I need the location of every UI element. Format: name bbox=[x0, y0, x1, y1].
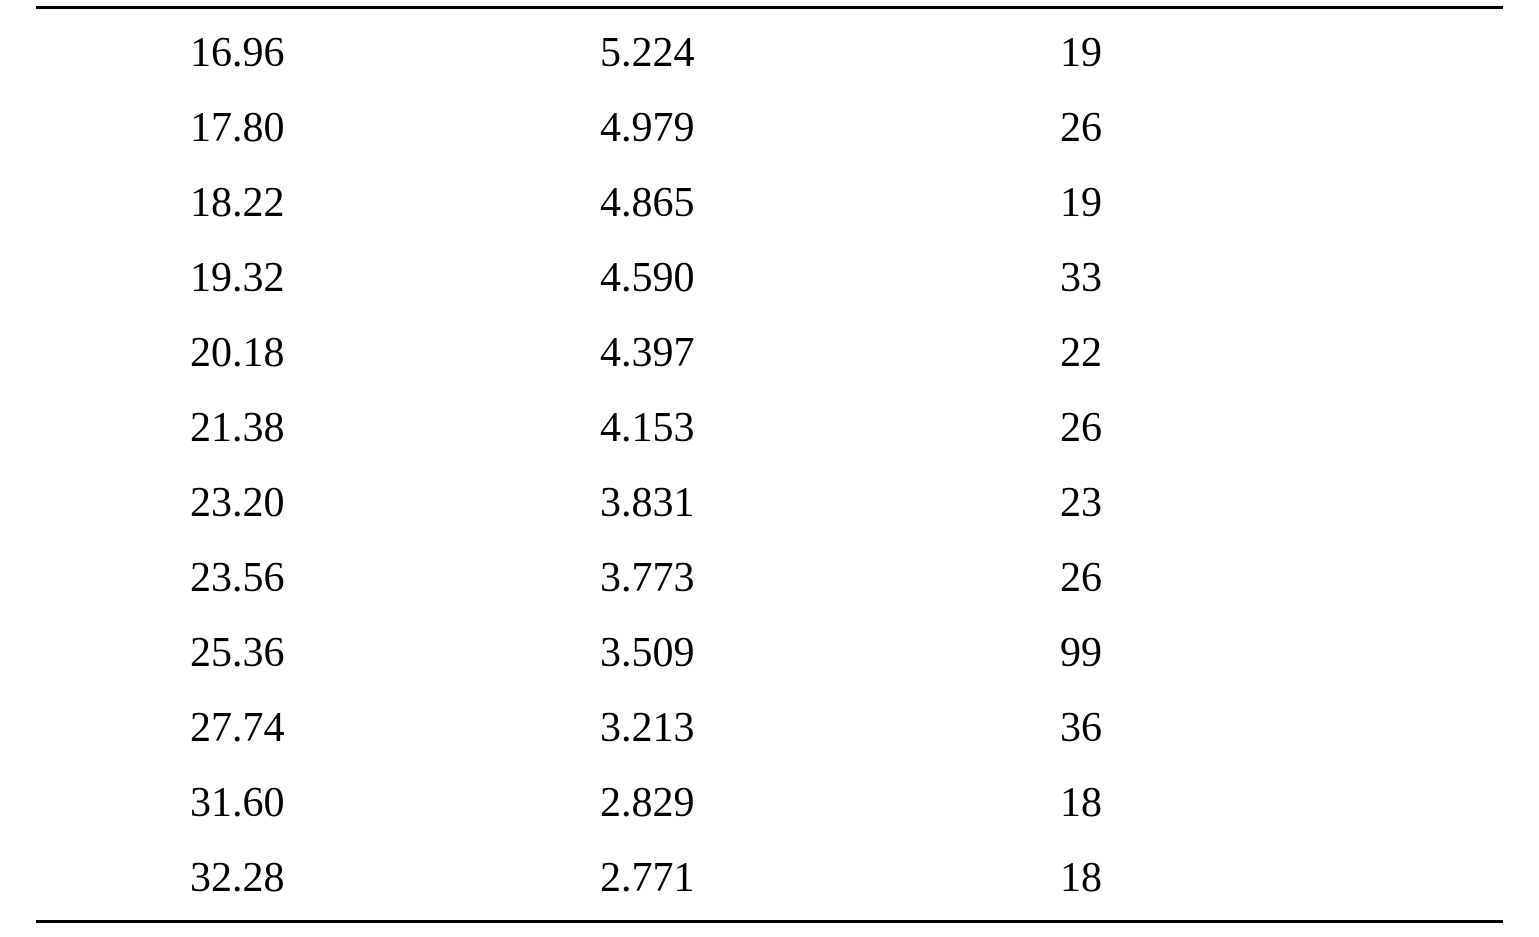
cell-col1: 25.36 bbox=[190, 632, 285, 674]
cell-col1: 27.74 bbox=[190, 707, 285, 749]
table-row: 31.60 2.829 18 bbox=[0, 764, 1539, 839]
cell-col1: 17.80 bbox=[190, 107, 285, 149]
cell-col2: 4.865 bbox=[600, 182, 695, 224]
cell-col1: 31.60 bbox=[190, 782, 285, 824]
cell-col3: 18 bbox=[1060, 857, 1102, 899]
table-bottom-rule bbox=[36, 920, 1503, 923]
table-top-rule bbox=[36, 6, 1503, 9]
cell-col2: 3.773 bbox=[600, 557, 695, 599]
page: 16.96 5.224 19 17.80 4.979 26 18.22 4.86… bbox=[0, 0, 1539, 937]
table-row: 18.22 4.865 19 bbox=[0, 164, 1539, 239]
table-row: 21.38 4.153 26 bbox=[0, 389, 1539, 464]
table-row: 19.32 4.590 33 bbox=[0, 239, 1539, 314]
cell-col3: 19 bbox=[1060, 182, 1102, 224]
cell-col3: 36 bbox=[1060, 707, 1102, 749]
table-row: 23.56 3.773 26 bbox=[0, 539, 1539, 614]
cell-col1: 23.20 bbox=[190, 482, 285, 524]
cell-col2: 4.397 bbox=[600, 332, 695, 374]
cell-col2: 2.829 bbox=[600, 782, 695, 824]
cell-col2: 5.224 bbox=[600, 32, 695, 74]
table-row: 17.80 4.979 26 bbox=[0, 89, 1539, 164]
cell-col1: 20.18 bbox=[190, 332, 285, 374]
cell-col1: 32.28 bbox=[190, 857, 285, 899]
table-body: 16.96 5.224 19 17.80 4.979 26 18.22 4.86… bbox=[0, 14, 1539, 914]
cell-col3: 18 bbox=[1060, 782, 1102, 824]
table-row: 27.74 3.213 36 bbox=[0, 689, 1539, 764]
cell-col3: 22 bbox=[1060, 332, 1102, 374]
cell-col1: 19.32 bbox=[190, 257, 285, 299]
cell-col2: 3.831 bbox=[600, 482, 695, 524]
cell-col2: 4.153 bbox=[600, 407, 695, 449]
cell-col1: 21.38 bbox=[190, 407, 285, 449]
cell-col2: 4.979 bbox=[600, 107, 695, 149]
cell-col1: 16.96 bbox=[190, 32, 285, 74]
table-row: 16.96 5.224 19 bbox=[0, 14, 1539, 89]
cell-col3: 33 bbox=[1060, 257, 1102, 299]
cell-col3: 23 bbox=[1060, 482, 1102, 524]
table-row: 32.28 2.771 18 bbox=[0, 839, 1539, 914]
cell-col3: 99 bbox=[1060, 632, 1102, 674]
table-row: 23.20 3.831 23 bbox=[0, 464, 1539, 539]
cell-col3: 26 bbox=[1060, 107, 1102, 149]
cell-col3: 26 bbox=[1060, 557, 1102, 599]
cell-col2: 3.509 bbox=[600, 632, 695, 674]
cell-col2: 4.590 bbox=[600, 257, 695, 299]
cell-col3: 19 bbox=[1060, 32, 1102, 74]
table-row: 20.18 4.397 22 bbox=[0, 314, 1539, 389]
cell-col1: 18.22 bbox=[190, 182, 285, 224]
table-row: 25.36 3.509 99 bbox=[0, 614, 1539, 689]
cell-col1: 23.56 bbox=[190, 557, 285, 599]
cell-col2: 2.771 bbox=[600, 857, 695, 899]
cell-col3: 26 bbox=[1060, 407, 1102, 449]
cell-col2: 3.213 bbox=[600, 707, 695, 749]
